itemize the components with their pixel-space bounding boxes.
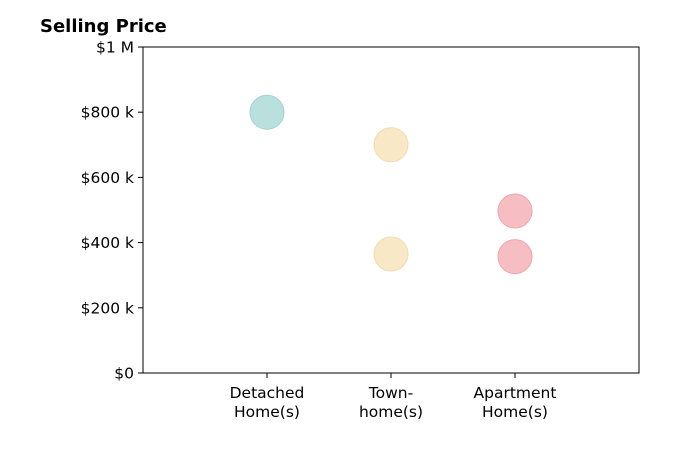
data-point (373, 127, 409, 163)
x-axis: Detached Home(s)Town-home(s)Apartment Home… (230, 373, 557, 421)
y-tick-label: $200 k (81, 299, 134, 317)
x-tick-label-line: Apartment (474, 384, 557, 402)
x-tick-label-line: Detached (230, 384, 305, 402)
data-point (497, 239, 533, 275)
x-tick-label-line: Town- (368, 384, 413, 402)
x-tick-label: Town-home(s) (359, 384, 423, 421)
y-tick-label: $0 (114, 365, 134, 383)
chart-title: Selling Price (40, 16, 167, 37)
data-points (249, 94, 533, 275)
y-tick-label: $400 k (81, 234, 134, 252)
x-tick-label-line: home(s) (359, 403, 423, 421)
x-tick-label: Detached Home(s) (230, 384, 305, 421)
x-tick-label-line: Home(s) (234, 403, 300, 421)
y-tick-label: $600 k (81, 169, 134, 187)
data-point (373, 236, 409, 272)
data-point (497, 193, 533, 229)
x-tick-label: Apartment Home(s) (474, 384, 557, 421)
x-tick-label-line: Home(s) (482, 403, 548, 421)
y-axis: $0 $200 k $400 k $600 k $800 k $1 M (81, 39, 143, 383)
y-tick-label: $1 M (96, 39, 134, 57)
plot-frame (142, 46, 640, 374)
y-tick-label: $800 k (81, 104, 134, 122)
data-point (249, 94, 285, 130)
